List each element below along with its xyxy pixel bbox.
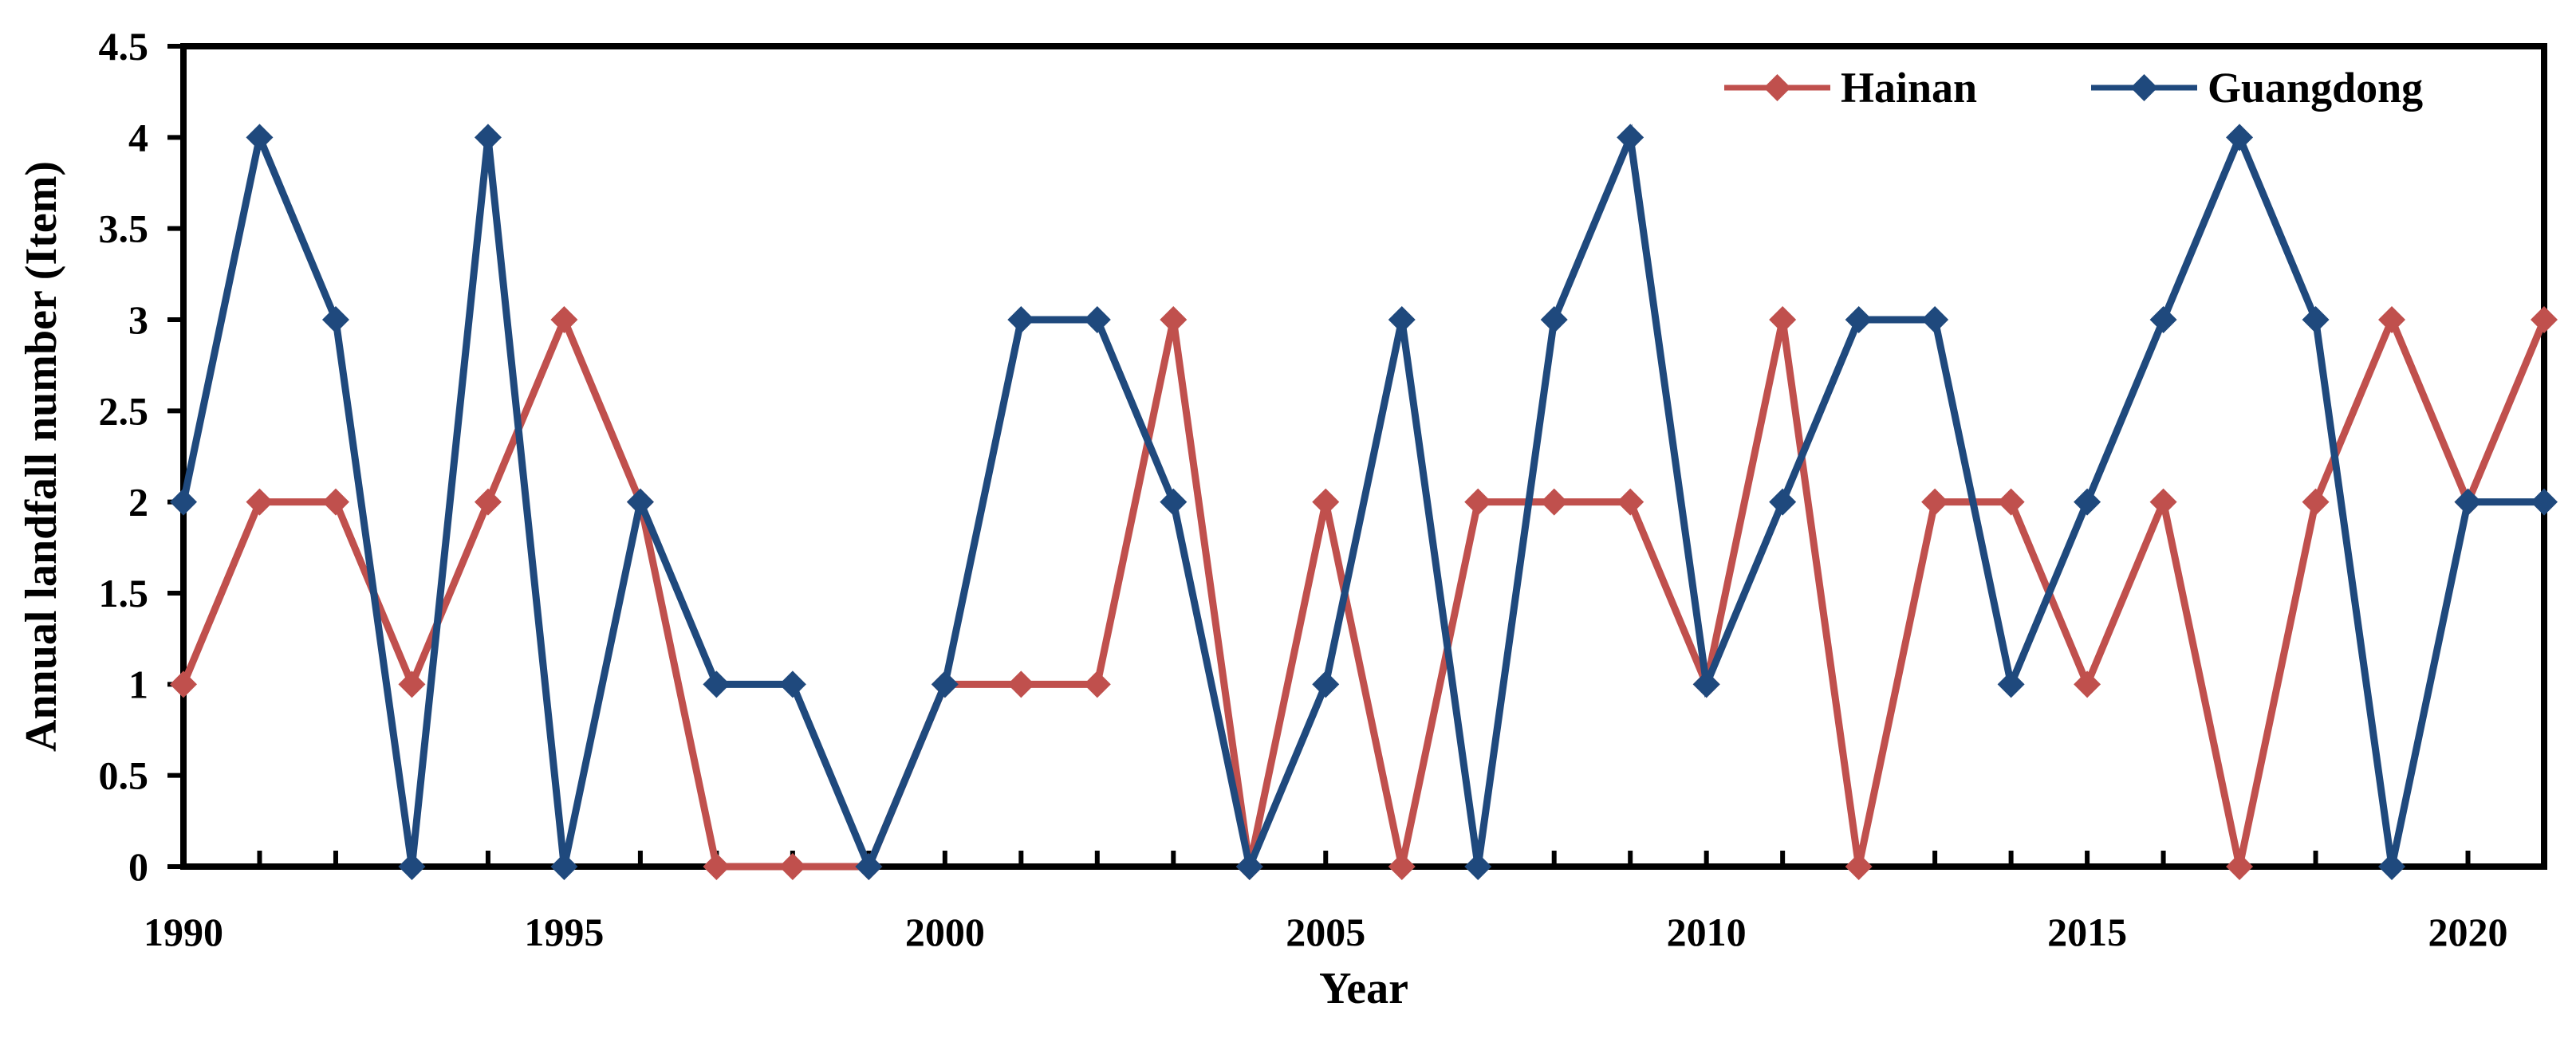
data-point-hainan <box>2226 853 2254 880</box>
data-point-guangdong <box>1921 306 1949 333</box>
data-point-guangdong <box>931 670 959 698</box>
y-tick-label: 0 <box>128 844 148 889</box>
series-guangdong <box>170 124 2558 880</box>
data-point-guangdong <box>1007 306 1035 333</box>
data-point-hainan <box>778 853 806 880</box>
y-tick-label: 2.5 <box>99 388 149 433</box>
series-line-guangdong <box>179 124 2544 879</box>
data-point-guangdong <box>1540 306 1568 333</box>
plot-frame <box>180 43 2547 870</box>
data-point-guangdong <box>703 670 731 698</box>
data-point-hainan <box>1083 670 1111 698</box>
y-tick-label: 4.5 <box>99 24 149 69</box>
data-point-hainan <box>703 853 731 880</box>
y-tick-label: 1.5 <box>99 571 149 615</box>
data-point-hainan <box>1540 488 1568 516</box>
y-tick-label: 0.5 <box>99 753 149 798</box>
data-point-guangdong <box>1845 306 1873 333</box>
data-point-guangdong <box>2226 124 2254 151</box>
data-point-guangdong <box>1312 670 1340 698</box>
data-point-hainan <box>321 488 349 516</box>
legend-label-hainan: Hainan <box>1841 64 1977 112</box>
data-point-guangdong <box>1464 853 1492 880</box>
data-point-hainan <box>1007 670 1035 698</box>
data-point-guangdong <box>2302 306 2330 333</box>
data-point-hainan <box>2074 670 2101 698</box>
data-point-guangdong <box>2378 853 2406 880</box>
x-axis-title: Year <box>1319 964 1408 1013</box>
data-point-guangdong <box>1083 306 1111 333</box>
data-point-guangdong <box>1617 124 1644 151</box>
data-point-guangdong <box>170 488 197 516</box>
data-point-guangdong <box>1997 670 2025 698</box>
data-point-hainan <box>1845 853 1873 880</box>
data-point-guangdong <box>1769 488 1797 516</box>
legend: Hainan Guangdong <box>1724 64 2423 112</box>
data-point-guangdong <box>2531 488 2558 516</box>
data-point-hainan <box>2378 306 2406 333</box>
data-point-guangdong <box>2074 488 2101 516</box>
data-point-guangdong <box>321 306 349 333</box>
x-tick-label: 1995 <box>524 910 604 954</box>
data-point-hainan <box>1388 853 1416 880</box>
data-point-guangdong <box>1235 853 1263 880</box>
data-point-hainan <box>1921 488 1949 516</box>
data-point-hainan <box>1312 488 1340 516</box>
data-point-guangdong <box>550 853 578 880</box>
data-point-guangdong <box>1388 306 1416 333</box>
legend-marker-guangdong <box>2130 74 2158 101</box>
y-tick-label: 3 <box>128 297 148 342</box>
y-axis-title: Annual landfall number (Item) <box>17 161 66 752</box>
data-point-guangdong <box>2149 306 2177 333</box>
y-tick-label: 2 <box>128 480 148 525</box>
data-point-hainan <box>474 488 502 516</box>
data-point-hainan <box>398 670 426 698</box>
data-point-hainan <box>1997 488 2025 516</box>
data-point-hainan <box>2302 488 2330 516</box>
series-hainan <box>170 306 2558 880</box>
y-tick-label: 3.5 <box>99 206 149 251</box>
x-tick-label: 2000 <box>905 910 985 954</box>
data-point-hainan <box>1464 488 1492 516</box>
x-tick-label: 2020 <box>2428 910 2508 954</box>
data-point-guangdong <box>398 853 426 880</box>
x-tick-label: 1990 <box>144 910 223 954</box>
data-point-guangdong <box>2454 488 2482 516</box>
x-tick-label: 2005 <box>1286 910 1365 954</box>
legend-marker-hainan <box>1763 74 1791 101</box>
data-point-hainan <box>246 488 274 516</box>
data-point-hainan <box>2149 488 2177 516</box>
data-point-hainan <box>1769 306 1797 333</box>
data-point-hainan <box>170 670 197 698</box>
data-point-hainan <box>550 306 578 333</box>
data-point-guangdong <box>474 124 502 151</box>
series-line-hainan <box>179 310 2548 871</box>
data-point-guangdong <box>1160 488 1188 516</box>
y-tick-label: 4 <box>128 115 148 159</box>
data-point-guangdong <box>778 670 806 698</box>
data-point-hainan <box>1160 306 1188 333</box>
data-point-hainan <box>1617 488 1644 516</box>
data-point-guangdong <box>1692 670 1720 698</box>
data-point-hainan <box>2531 306 2558 333</box>
data-point-guangdong <box>246 124 274 151</box>
y-tick-label: 1 <box>128 662 148 706</box>
series-layer <box>170 124 2558 880</box>
legend-label-guangdong: Guangdong <box>2208 64 2423 112</box>
axes-layer: 0 0.5 1 1.5 2 2.5 3 3.5 4 4.5 1990 1995 2000 2005 2010… <box>99 24 2547 954</box>
data-point-guangdong <box>626 488 654 516</box>
x-tick-label: 2010 <box>1667 910 1747 954</box>
data-point-guangdong <box>855 853 883 880</box>
x-tick-label: 2015 <box>2047 910 2127 954</box>
